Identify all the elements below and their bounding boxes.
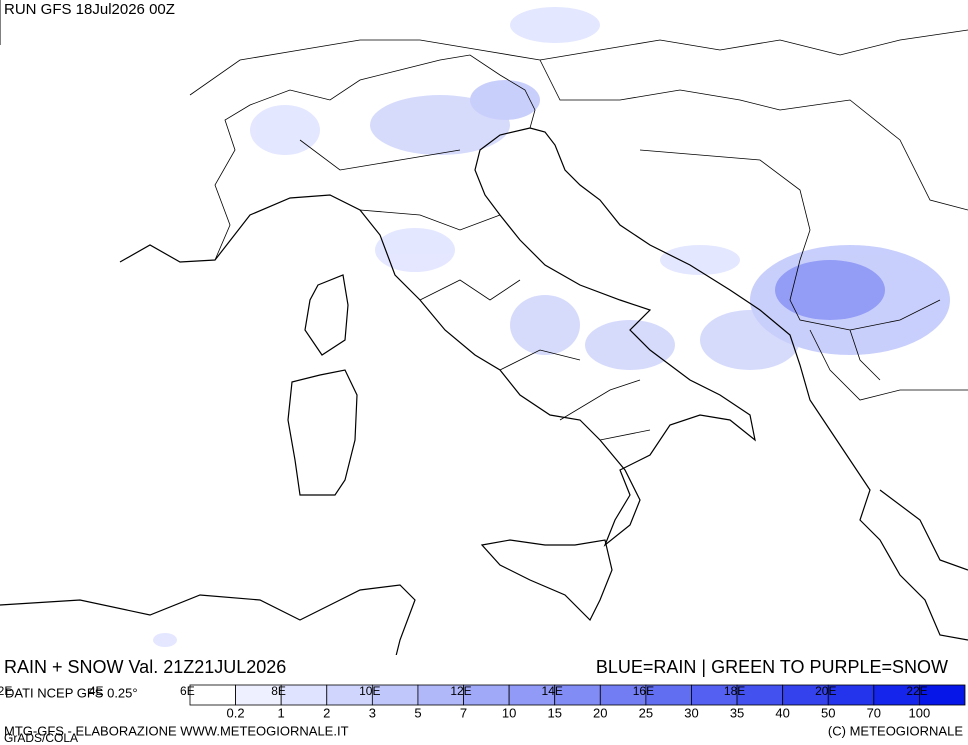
longitude-label: 6E (180, 684, 195, 698)
precip-area (660, 245, 740, 275)
scale-label: 0.2 (227, 705, 245, 720)
scale-label: 15 (547, 705, 561, 720)
scale-label: 7 (460, 705, 467, 720)
italy-coast (119, 127, 756, 547)
alps-border (214, 54, 536, 261)
balkan-border (539, 59, 968, 401)
sicily (480, 539, 613, 622)
longitude-label: 2E (0, 684, 12, 698)
precip-area (775, 260, 885, 320)
precipitation (153, 7, 950, 647)
greece-coast (879, 489, 968, 571)
longitude-label: 14E (542, 684, 563, 698)
scale-label: 3 (369, 705, 376, 720)
precip-area (585, 320, 675, 370)
longitude-label: 8E (271, 684, 286, 698)
precip-area (470, 80, 540, 120)
legend-note: BLUE=RAIN | GREEN TO PURPLE=SNOW (596, 657, 948, 677)
scale-label: 25 (639, 705, 653, 720)
precip-area (510, 295, 580, 355)
scale-label: 10 (502, 705, 516, 720)
regions (299, 139, 651, 441)
longitude-label: 16E (633, 684, 654, 698)
scale-label: 35 (730, 705, 744, 720)
africa-coast (0, 584, 416, 661)
run-label: RUN GFS 18Jul2026 00Z (4, 1, 175, 18)
longitude-label: 10E (359, 684, 380, 698)
longitude-labels: 2E 4E 6E 8E 10E 12E 14E 16E 18E 20E 22E (0, 684, 928, 698)
scale-label: 1 (278, 705, 285, 720)
scale-label: 5 (414, 705, 421, 720)
scale-label: 70 (867, 705, 881, 720)
color-scale: 0.2 1 2 3 5 7 10 15 20 25 30 35 40 50 70 100 (189, 684, 966, 720)
scale-box (919, 684, 966, 706)
credit: MTG-GFS - ELABORAZIONE WWW.METEOGIORNALE… (4, 723, 349, 738)
source: DATI NCEP GFS 0.25° (5, 685, 138, 700)
borders (189, 29, 968, 441)
copyright: (C) METEOGIORNALE (828, 723, 963, 738)
corsica (304, 274, 349, 356)
scale-label: 30 (684, 705, 698, 720)
coastlines (0, 127, 968, 661)
scale-box (189, 684, 236, 706)
longitude-label: 12E (450, 684, 471, 698)
balkan-coast (529, 127, 968, 641)
longitude-label: 18E (724, 684, 745, 698)
map-title: RAIN + SNOW Val. 21Z21JUL2026 (4, 657, 286, 677)
sardinia (287, 369, 358, 496)
scale-label: 20 (593, 705, 607, 720)
scale-label: 2 (323, 705, 330, 720)
precip-area (250, 105, 320, 155)
scale-label: 40 (775, 705, 789, 720)
precip-area (153, 633, 177, 647)
scale-label: 50 (821, 705, 835, 720)
scale-box (280, 684, 328, 706)
grads-label: GrADS/COLA (4, 731, 78, 745)
scale-label: 100 (909, 705, 931, 720)
precip-area (375, 228, 455, 272)
north-border (189, 29, 968, 96)
precip-area (510, 7, 600, 43)
longitude-label: 4E (89, 684, 104, 698)
longitude-label: 22E (906, 684, 927, 698)
longitude-label: 20E (815, 684, 836, 698)
